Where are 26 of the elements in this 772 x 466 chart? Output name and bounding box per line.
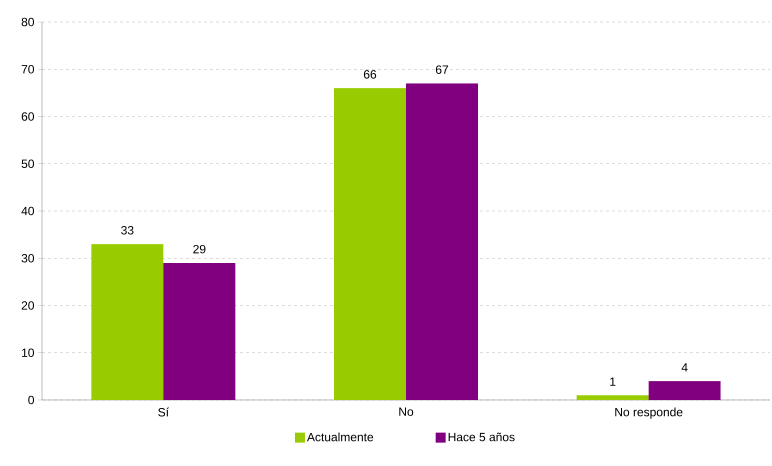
x-tick-label: No — [399, 408, 414, 416]
data-label: 4 — [682, 363, 688, 372]
bar — [406, 83, 478, 400]
y-tick-label: 20 — [22, 301, 34, 310]
y-tick-label: 30 — [22, 254, 34, 262]
data-label: 29 — [193, 244, 206, 254]
data-label: 1 — [610, 377, 616, 386]
legend-label: Actualmente — [306, 432, 374, 442]
bar — [163, 262, 236, 400]
y-tick-label: 50 — [22, 160, 34, 168]
y-tick-label: 60 — [22, 112, 34, 121]
data-label: 67 — [436, 65, 448, 74]
legend-label: Hace 5 años — [448, 432, 515, 442]
y-tick-label: 0 — [28, 396, 34, 404]
bar — [91, 244, 164, 400]
data-label: 66 — [364, 70, 376, 79]
bar — [648, 381, 721, 400]
y-tick-label: 10 — [22, 348, 34, 357]
y-tick-label: 70 — [22, 65, 34, 74]
x-tick-label: No responde — [615, 408, 682, 419]
bar — [334, 88, 406, 400]
bar — [576, 395, 649, 400]
data-label: 33 — [121, 226, 134, 235]
y-tick-label: 80 — [22, 18, 34, 26]
x-tick-label: Sí — [158, 408, 169, 416]
y-tick-label: 40 — [21, 206, 34, 216]
